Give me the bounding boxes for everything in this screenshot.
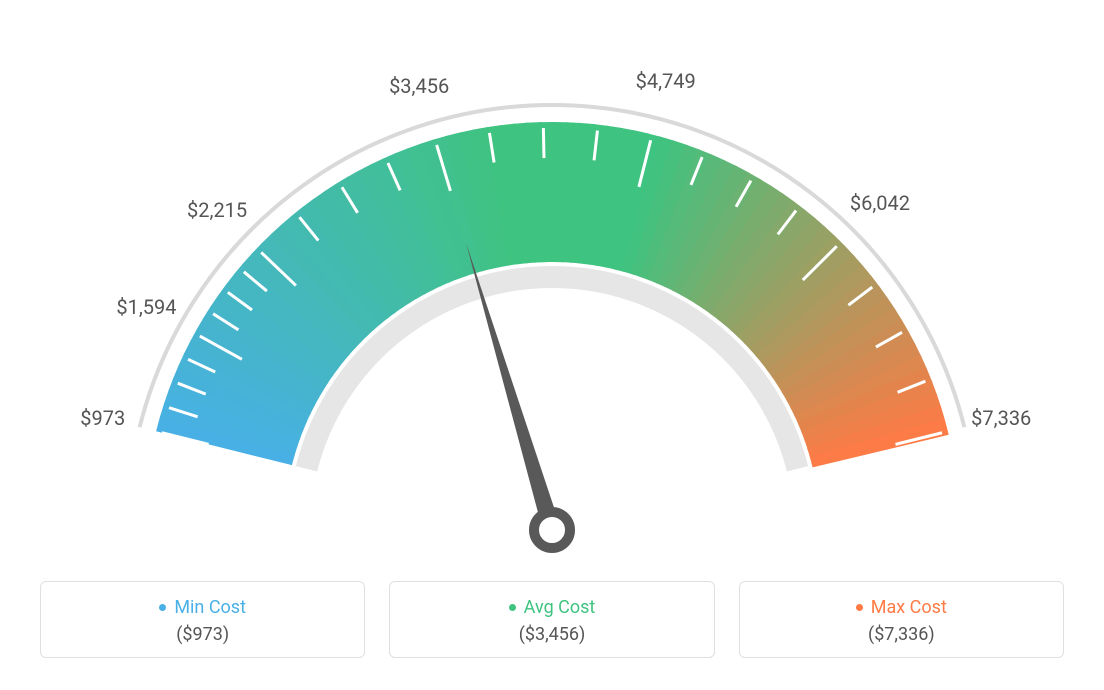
legend-avg-label: Avg Cost (524, 597, 596, 618)
gauge-tick-label: $3,456 (389, 74, 449, 98)
gauge-tick-label: $4,749 (636, 69, 696, 93)
legend-min-title: Min Cost (159, 597, 246, 618)
chart-container: $973 $1,594 $2,215 $3,456 $4,749 $6,042 $7,336… (0, 0, 1104, 690)
legend-max-value: ($7,336) (750, 624, 1053, 645)
gauge-tick-label: $973 (80, 406, 125, 430)
gauge-tick-label: $1,594 (116, 295, 176, 319)
legend-card-avg: Avg Cost ($3,456) (389, 581, 714, 658)
gauge-tick-label: $2,215 (187, 198, 247, 222)
legend-card-min: Min Cost ($973) (40, 581, 365, 658)
legend-dot-max (856, 604, 863, 611)
legend-card-max: Max Cost ($7,336) (739, 581, 1064, 658)
legend-min-label: Min Cost (174, 597, 246, 618)
gauge-tick-label: $7,336 (971, 406, 1031, 430)
gauge-chart: $973 $1,594 $2,215 $3,456 $4,749 $6,042 $7,336 (0, 0, 1104, 570)
legend-max-label: Max Cost (871, 597, 947, 618)
legend-row: Min Cost ($973) Avg Cost ($3,456) Max Co… (40, 581, 1064, 658)
gauge-tick-label: $6,042 (850, 191, 910, 215)
legend-max-title: Max Cost (856, 597, 947, 618)
legend-min-value: ($973) (51, 624, 354, 645)
legend-dot-min (159, 604, 166, 611)
legend-dot-avg (509, 604, 516, 611)
legend-avg-title: Avg Cost (509, 597, 596, 618)
legend-avg-value: ($3,456) (400, 624, 703, 645)
